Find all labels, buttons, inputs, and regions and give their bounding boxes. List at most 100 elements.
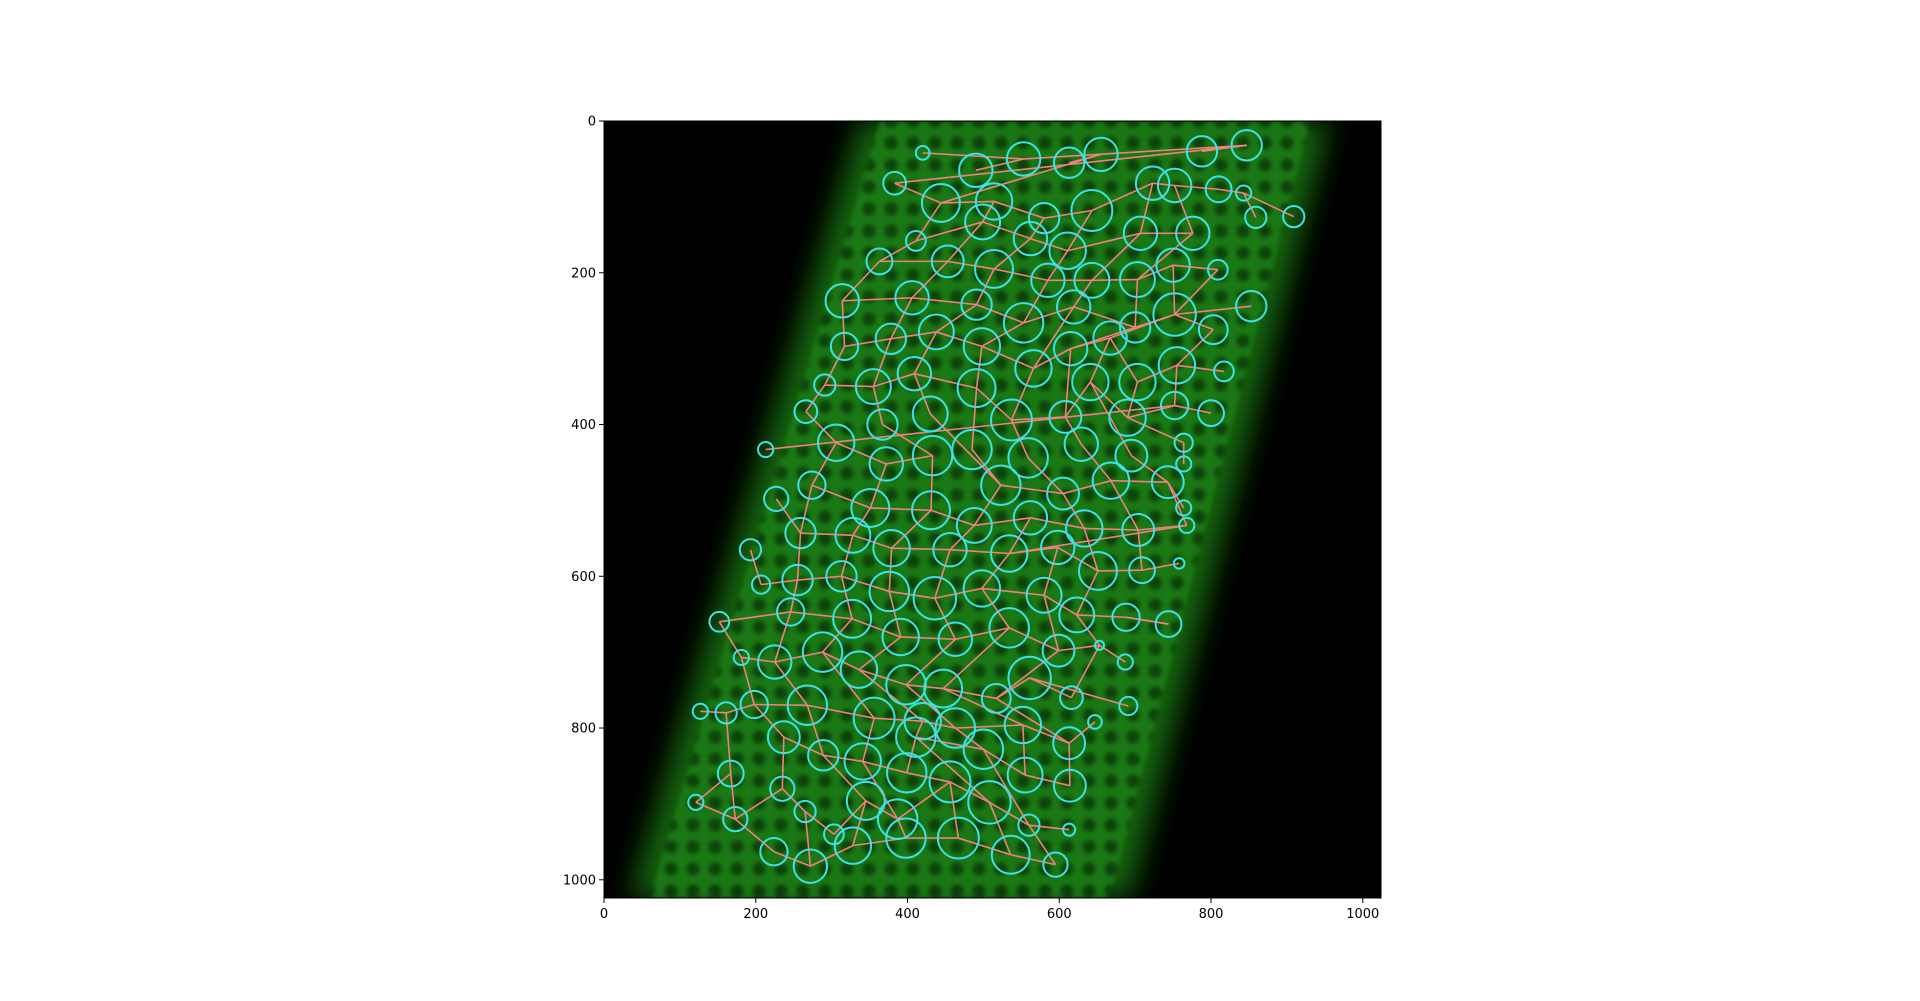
cell-circle	[1152, 292, 1197, 337]
graph-edge	[822, 754, 867, 802]
cell-circle	[914, 145, 931, 161]
cell-circle	[1282, 204, 1306, 229]
cell-circle	[1012, 500, 1049, 536]
cell-circle	[839, 650, 879, 689]
cell-circle	[1157, 346, 1197, 385]
graph-edge	[790, 611, 853, 620]
graph-edge	[1062, 479, 1112, 495]
graph-edge	[781, 737, 785, 789]
graph-edge	[765, 404, 1175, 451]
cell-circle	[793, 399, 819, 424]
graph-edge	[1008, 627, 1059, 652]
graph-edge	[729, 773, 737, 820]
graph-edge	[862, 761, 899, 820]
graph-edge	[1070, 644, 1101, 699]
graph-edge	[915, 736, 990, 803]
graph-edge	[1201, 144, 1247, 153]
cell-circle	[833, 826, 873, 865]
cell-circle	[911, 490, 952, 531]
cell-circle	[793, 799, 817, 824]
graph-edge	[896, 818, 907, 839]
cell-circle	[1041, 633, 1076, 668]
graph-edge	[1091, 182, 1153, 212]
y-tick-label: 600	[571, 570, 596, 585]
graph-edge	[824, 384, 874, 388]
graph-edge	[958, 837, 1011, 856]
cell-circle	[708, 610, 731, 633]
graph-edge	[1011, 416, 1066, 421]
cell-circle	[1025, 576, 1063, 614]
graph-edge	[906, 772, 951, 783]
x-tick-label: 0	[600, 907, 608, 922]
graph-edge	[940, 153, 1102, 204]
cell-circle	[722, 805, 749, 833]
graph-edge	[934, 549, 951, 599]
cell-circle	[932, 532, 968, 568]
graph-edge	[734, 788, 783, 820]
graph-edge	[1068, 743, 1071, 786]
graph-edge	[700, 710, 727, 714]
cell-circle	[990, 834, 1031, 875]
cell-circle	[1052, 768, 1087, 803]
cell-circle	[930, 244, 965, 279]
graph-edge	[982, 221, 1031, 240]
graph-edge	[1009, 546, 1058, 555]
cell-circle	[1122, 215, 1159, 251]
cell-circle	[974, 248, 1014, 289]
graph-edge	[942, 627, 1010, 690]
graph-edge	[870, 507, 932, 512]
cell-circle	[759, 837, 789, 867]
graph-edge	[993, 200, 1045, 219]
cell-circle	[1108, 398, 1147, 437]
cell-circle	[958, 152, 994, 189]
graph-edge	[888, 548, 893, 592]
graph-edge	[1043, 547, 1059, 596]
graph-edge	[869, 463, 888, 509]
graph-edge	[1032, 306, 1075, 369]
x-tick-label: 400	[895, 907, 920, 922]
cell-circle	[716, 759, 745, 788]
graph-edge	[1030, 517, 1085, 530]
graph-edge	[852, 534, 892, 549]
graph-edge	[1125, 616, 1169, 625]
cell-circle	[845, 780, 886, 821]
graph-edge	[1174, 404, 1212, 414]
cell-circle	[850, 488, 891, 528]
cell-circle	[1058, 596, 1096, 634]
cell-circle	[1002, 302, 1045, 344]
graph-edge	[981, 201, 995, 223]
graph-edge	[989, 801, 1030, 826]
graph-edge	[1091, 232, 1142, 281]
cell-circle	[962, 327, 1002, 366]
cell-circle	[865, 247, 894, 276]
cell-circle	[1173, 432, 1194, 453]
cell-circle	[955, 506, 993, 544]
graph-edge	[1084, 527, 1139, 531]
graph-edge	[783, 736, 824, 757]
graph-edge	[1057, 546, 1099, 572]
cell-circle	[967, 780, 1012, 825]
graph-edge	[872, 338, 892, 387]
graph-edge	[773, 611, 792, 663]
graph-edge	[974, 517, 1031, 527]
graph-edge	[844, 337, 891, 348]
graph-edge	[905, 684, 956, 729]
graph-edge	[840, 535, 854, 577]
cell-circle	[896, 355, 933, 392]
cell-circle	[980, 683, 1012, 714]
cell-circle	[1213, 360, 1235, 383]
graph-edge	[975, 346, 983, 389]
graph-edge	[800, 532, 853, 537]
graph-edge	[1000, 484, 1064, 495]
graph-edge	[981, 345, 1034, 370]
cell-circle	[881, 617, 920, 657]
graph-edge	[1027, 457, 1064, 495]
cell-circle	[1042, 851, 1069, 878]
graph-edge	[858, 668, 924, 722]
graph-edge	[879, 240, 917, 263]
cell-circle	[687, 793, 705, 811]
graph-edge	[811, 442, 837, 486]
cell-circle	[956, 368, 997, 409]
graph-edge	[949, 548, 1010, 555]
